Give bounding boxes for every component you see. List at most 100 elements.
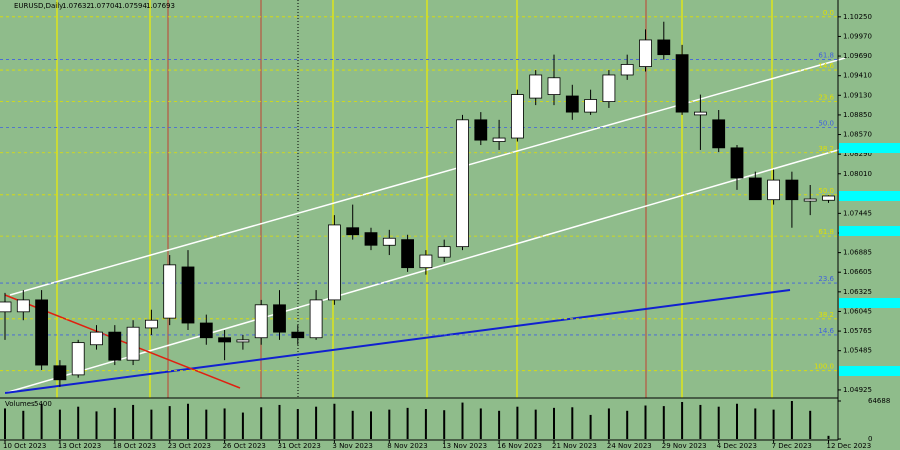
x-tick-label: 12 Dec 2023 bbox=[827, 442, 872, 450]
candle-body bbox=[675, 54, 689, 113]
candle-body bbox=[291, 331, 305, 339]
volume-bar bbox=[260, 407, 263, 439]
chart-title: EURUSD,Daily bbox=[14, 2, 63, 10]
x-tick-label: 3 Nov 2023 bbox=[332, 442, 372, 450]
candle-body bbox=[90, 331, 103, 346]
candle-body bbox=[639, 39, 652, 67]
volume-current: 5400 bbox=[34, 400, 52, 408]
candle-body bbox=[163, 264, 177, 319]
candle-body bbox=[126, 326, 140, 361]
candle-body bbox=[492, 137, 506, 142]
x-tick-label: 29 Nov 2023 bbox=[662, 442, 707, 450]
volume-bar bbox=[168, 406, 171, 439]
candle-body bbox=[236, 339, 250, 343]
y-tick-label: 1.08850 bbox=[843, 111, 872, 119]
candle-body bbox=[419, 254, 433, 269]
candle-body bbox=[71, 342, 85, 376]
x-tick-label: 10 Oct 2023 bbox=[3, 442, 46, 450]
y-tick-label: 1.05765 bbox=[843, 327, 872, 335]
x-tick-label: 23 Oct 2023 bbox=[168, 442, 211, 450]
candle-body bbox=[401, 239, 415, 269]
volume-bar bbox=[443, 410, 446, 439]
candle-body bbox=[144, 319, 158, 329]
x-tick-label: 16 Nov 2023 bbox=[497, 442, 542, 450]
trend-line bbox=[4, 147, 846, 394]
candle-body bbox=[327, 224, 341, 301]
candle-body bbox=[730, 147, 744, 179]
candle-body bbox=[529, 74, 543, 99]
volume-bar bbox=[187, 403, 189, 439]
candle-body bbox=[803, 198, 817, 202]
volume-bar bbox=[717, 406, 720, 439]
candle-body bbox=[108, 331, 122, 361]
volume-bar bbox=[296, 409, 299, 439]
volume-bar bbox=[699, 404, 702, 439]
candle-body bbox=[822, 195, 835, 201]
candle-body bbox=[602, 74, 616, 103]
ohlc-low: 1.07594 bbox=[118, 2, 147, 10]
y-tick-label: 1.06325 bbox=[843, 288, 872, 296]
fib-label: 50.0 bbox=[818, 120, 834, 128]
candle-body bbox=[620, 64, 634, 76]
y-tick-label: 1.06045 bbox=[843, 307, 872, 315]
volume-bar bbox=[607, 408, 610, 439]
volume-bar bbox=[223, 408, 226, 439]
fib-label: 23.6 bbox=[818, 275, 834, 283]
volume-bar bbox=[388, 409, 391, 439]
candle-body bbox=[218, 337, 232, 343]
y-tick-label: 0 bbox=[868, 435, 872, 443]
candle-body bbox=[53, 365, 67, 381]
volume-bar bbox=[479, 408, 482, 439]
candle-body bbox=[35, 299, 48, 366]
candle-body bbox=[565, 95, 579, 113]
fib-label: 100.0 bbox=[814, 363, 834, 371]
volume-bar bbox=[736, 403, 738, 439]
volume-bar bbox=[644, 405, 647, 439]
trend-line bbox=[4, 289, 791, 394]
volume-bar bbox=[370, 411, 372, 439]
y-tick-label: 1.09130 bbox=[843, 91, 872, 99]
fib-label: 50.0 bbox=[818, 187, 834, 195]
fib-label: 61.8 bbox=[818, 228, 834, 236]
volume-bar bbox=[150, 409, 153, 439]
ohlc-close: 1.07693 bbox=[146, 2, 175, 10]
volume-bar bbox=[534, 409, 537, 439]
volume-bar bbox=[626, 410, 629, 439]
candle-body bbox=[694, 111, 707, 116]
candle-body bbox=[364, 232, 378, 246]
volume-bar bbox=[22, 410, 25, 439]
y-tick-label: 1.06885 bbox=[843, 249, 872, 257]
x-tick-label: 8 Nov 2023 bbox=[387, 442, 427, 450]
fib-label: 0.0 bbox=[823, 9, 834, 17]
fib-label: 61.8 bbox=[818, 52, 834, 60]
volume-bar bbox=[790, 401, 793, 439]
candle-body bbox=[456, 119, 469, 248]
volume-bar bbox=[772, 409, 775, 439]
volume-bar bbox=[516, 406, 519, 439]
current-price-marker bbox=[839, 190, 900, 201]
price-marker bbox=[839, 366, 900, 376]
y-tick-label: 1.05485 bbox=[843, 347, 872, 355]
volume-title: Volumes bbox=[5, 400, 35, 408]
y-tick-label: 1.07445 bbox=[843, 209, 872, 217]
volume-bar bbox=[681, 401, 684, 439]
y-tick-label: 64688 bbox=[868, 397, 890, 405]
candle-body bbox=[254, 304, 268, 339]
x-tick-label: 18 Oct 2023 bbox=[113, 442, 156, 450]
candle-body bbox=[584, 99, 597, 113]
y-tick-label: 1.09690 bbox=[843, 52, 872, 60]
volume-bar bbox=[571, 407, 574, 439]
y-tick-label: 1.06605 bbox=[843, 268, 872, 276]
volume-bar bbox=[662, 406, 665, 439]
price-marker bbox=[839, 298, 900, 308]
volume-bar bbox=[333, 403, 336, 439]
y-tick-label: 1.04925 bbox=[843, 386, 872, 394]
x-tick-label: 7 Dec 2023 bbox=[772, 442, 812, 450]
fib-label: 23.6 bbox=[818, 94, 834, 102]
y-tick-label: 1.08010 bbox=[843, 170, 872, 178]
x-tick-label: 4 Dec 2023 bbox=[717, 442, 757, 450]
volume-bar bbox=[553, 407, 555, 439]
x-tick-label: 21 Nov 2023 bbox=[552, 442, 597, 450]
